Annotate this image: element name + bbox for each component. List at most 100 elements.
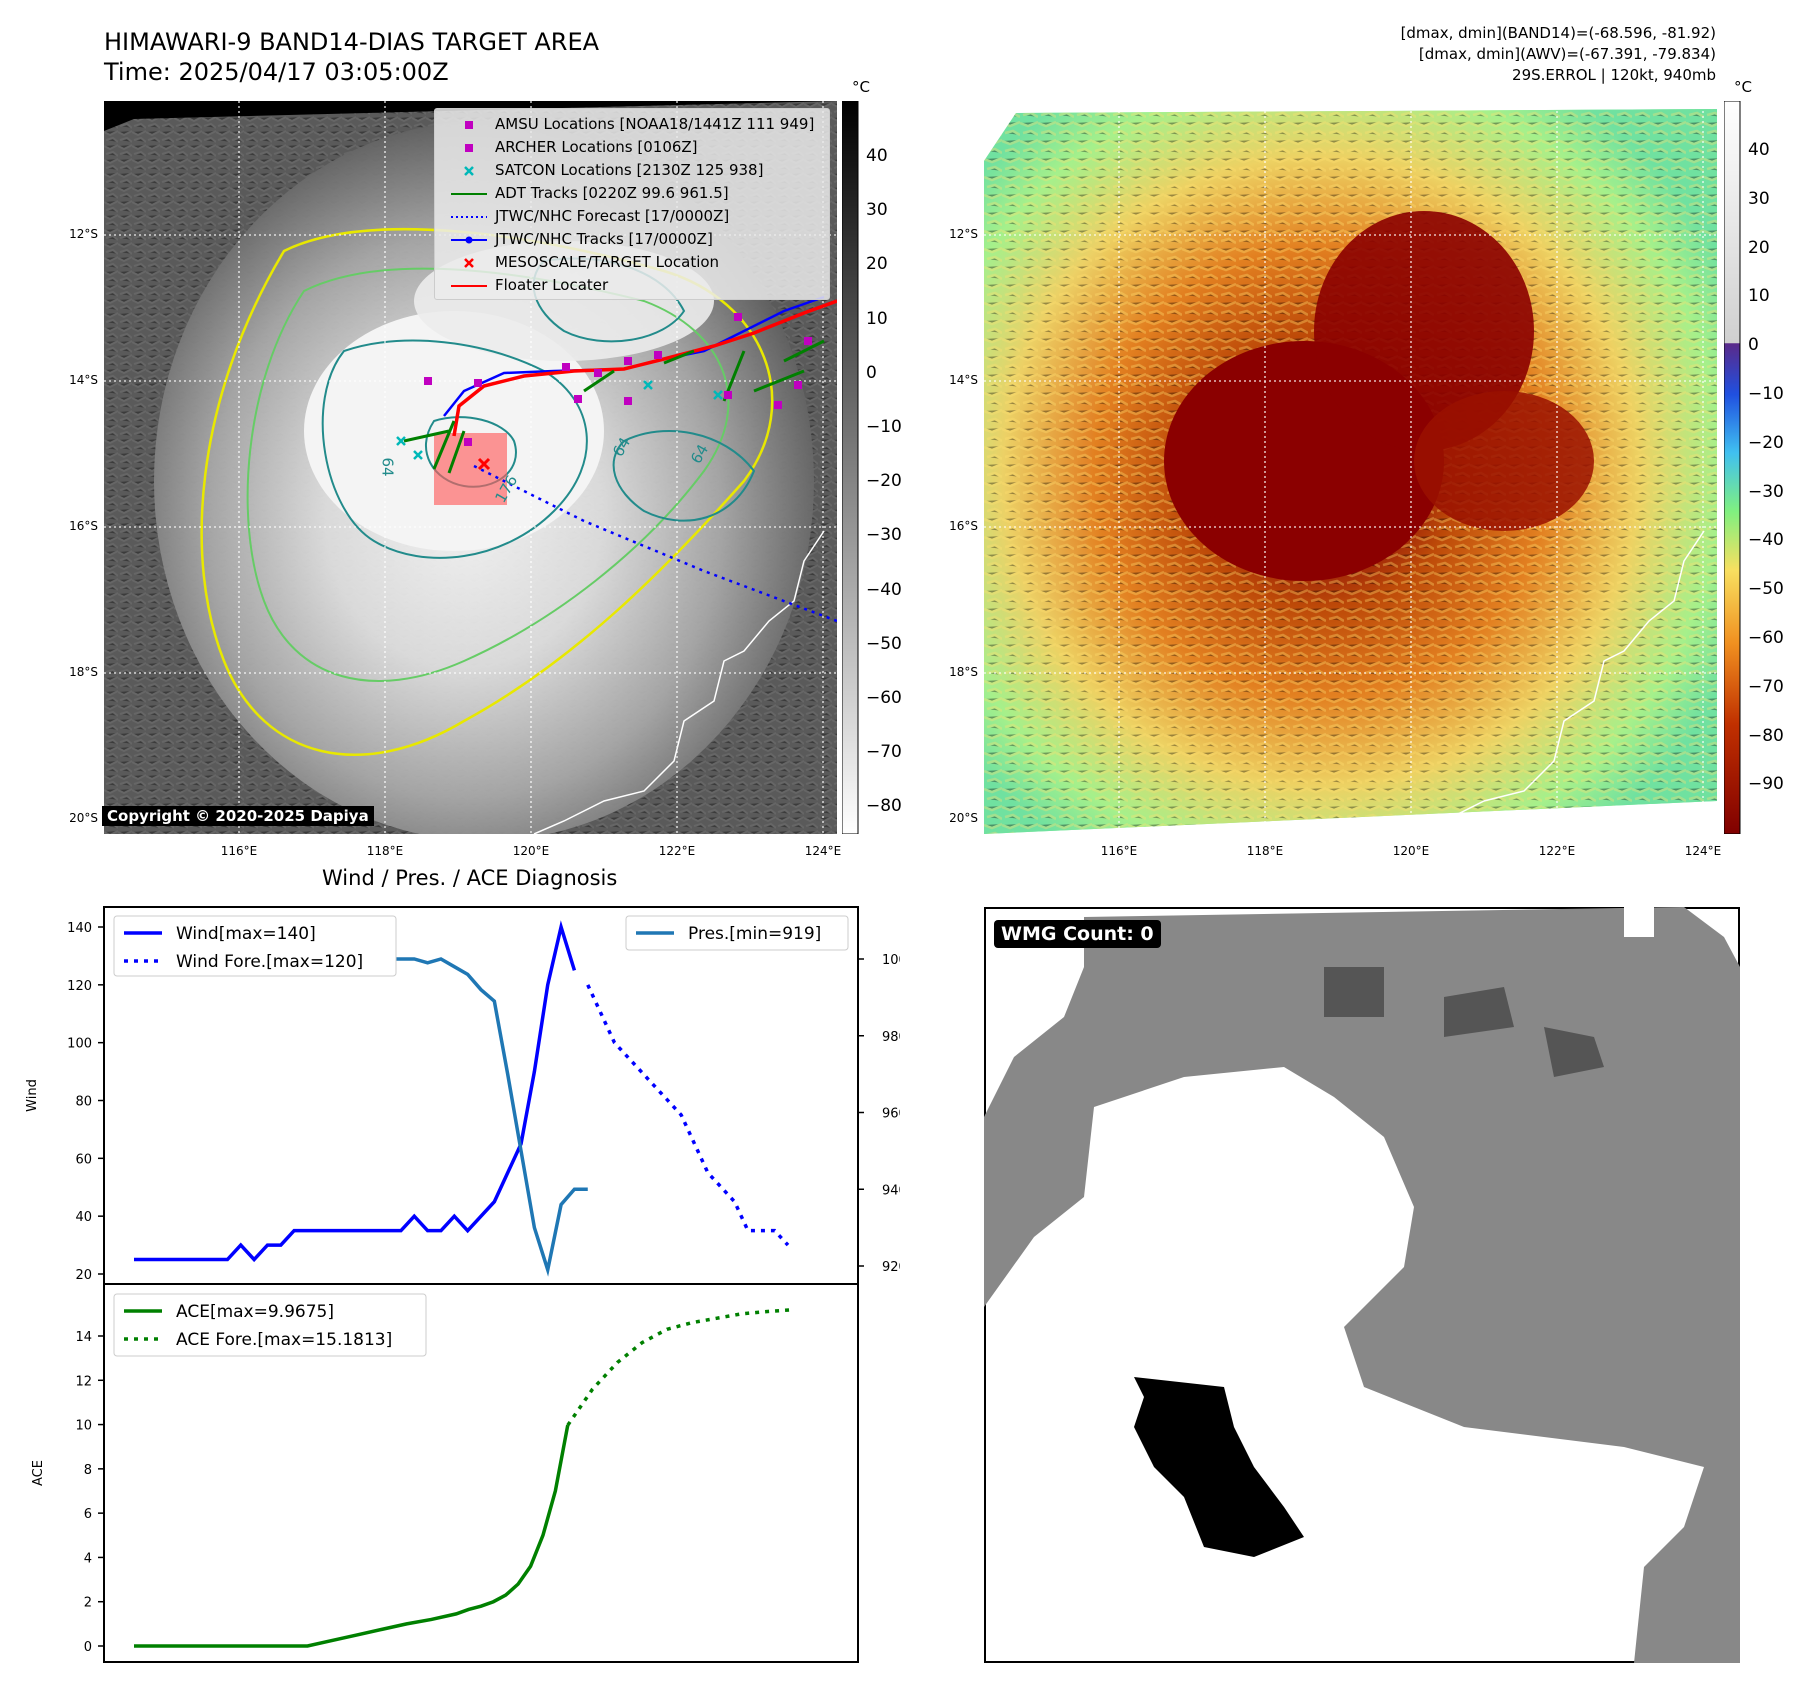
legend-marker — [465, 144, 473, 152]
colorbar-right-tick: −90 — [1748, 774, 1784, 795]
legend-label: ARCHER Locations [0106Z] — [495, 138, 698, 156]
legend-label: JTWC/NHC Tracks [17/0000Z] — [495, 230, 713, 248]
ace-fore-legend-label: ACE Fore.[max=15.1813] — [176, 1330, 392, 1350]
colorbar-right-tick: −50 — [1748, 579, 1784, 600]
lon-tick-label: 118°E — [1246, 844, 1284, 858]
pres-ytick-label: 940 — [882, 1183, 900, 1198]
colorbar-left-tick: −80 — [866, 796, 902, 817]
colorbar-left-tick: −30 — [866, 525, 902, 546]
lon-tick-label: 116°E — [220, 844, 258, 858]
colorbar-right-tick: 0 — [1748, 335, 1759, 356]
ace-ytick-label: 6 — [84, 1507, 92, 1522]
colorbar-right-tick: 20 — [1748, 237, 1770, 258]
wind-ytick-label: 100 — [67, 1037, 92, 1052]
colorbar-left-tick: 40 — [866, 146, 888, 166]
ace-ytick-label: 10 — [75, 1419, 92, 1434]
lon-tick-label: 116°E — [1100, 844, 1138, 858]
copyright-label: Copyright © 2020-2025 Dapiya — [102, 806, 374, 826]
lon-tick-label: 120°E — [1392, 844, 1430, 858]
pres-legend-label: Pres.[min=919] — [688, 924, 821, 944]
wind-pressure-chart: 20 40 60 80 100 120 140 920 940 960 980 1000 Wind Pre… — [25, 906, 900, 1285]
colorbar-left-tick: 20 — [866, 254, 888, 275]
lat-tick-label: 12°S — [949, 227, 978, 241]
wind-ytick-label: 40 — [75, 1210, 92, 1225]
lon-tick-label: 122°E — [658, 844, 696, 858]
lat-tick-label: 14°S — [69, 373, 98, 387]
wind-ytick-label: 140 — [67, 921, 92, 936]
ace-ytick-label: 4 — [84, 1551, 92, 1566]
lat-tick-label: 18°S — [69, 665, 98, 679]
colorbar-right-tick: −30 — [1748, 481, 1784, 502]
ace-legend: ACE[max=9.9675] ACE Fore.[max=15.1813] — [113, 1293, 427, 1357]
colorbar-left-tick: 10 — [866, 308, 888, 329]
figure-time: Time: 2025/04/17 03:05:00Z — [104, 58, 449, 86]
lon-tick-label: 124°E — [1684, 844, 1722, 858]
colorbar-left-tick: −70 — [866, 742, 902, 763]
colorbar-left-unit: °C — [852, 78, 870, 96]
map-legend: AMSU Locations [NOAA18/1441Z 111 949] ARC… — [434, 108, 830, 300]
legend-entry: SATCON Locations [2130Z 125 938] — [449, 160, 829, 182]
contour-label: 64 — [378, 457, 397, 477]
lat-tick-label: 18°S — [949, 665, 978, 679]
lon-tick-label: 124°E — [804, 844, 842, 858]
legend-entry: MESOSCALE/TARGET Location — [449, 252, 829, 274]
lat-tick-label: 14°S — [949, 373, 978, 387]
lon-tick-label: 122°E — [1538, 844, 1576, 858]
pres-ytick-label: 980 — [882, 1030, 900, 1045]
wind-ytick-label: 20 — [75, 1268, 92, 1283]
legend-marker — [451, 236, 487, 244]
ace-legend-label: ACE[max=9.9675] — [176, 1302, 334, 1322]
colorbar-right-tick: 10 — [1748, 286, 1770, 307]
ace-series-line-0 — [134, 1424, 570, 1648]
ace-chart: 0 2 4 6 8 10 12 14 ACE ACE[max=9.9675] ACE Fore.[m… — [31, 1283, 859, 1663]
ace-ytick-label: 2 — [84, 1596, 92, 1611]
colorbar-left-tick: 30 — [866, 200, 888, 221]
wmg-count-badge: WMG Count: 0 — [994, 920, 1161, 948]
ace-ytick-label: 12 — [75, 1374, 92, 1389]
ace-ytick-label: 14 — [75, 1330, 92, 1345]
colorbar-left-tick: −10 — [866, 417, 902, 437]
series-line-1 — [586, 984, 790, 1247]
figure-title: HIMAWARI-9 BAND14-DIAS TARGET AREA — [104, 28, 600, 56]
colorbar-left — [842, 101, 859, 834]
colorbar-right-tick: −10 — [1748, 384, 1784, 404]
legend-label: SATCON Locations [2130Z 125 938] — [495, 161, 764, 179]
colorbar-left-tick: −20 — [866, 471, 902, 492]
colorbar-left-tick: −60 — [866, 688, 902, 708]
colorbar-right-tick: −80 — [1748, 725, 1784, 746]
pres-ytick-label: 960 — [882, 1107, 900, 1122]
colorbar-left-tick: −40 — [866, 579, 902, 600]
colorbar-right-tick: 30 — [1748, 188, 1770, 209]
wind-ytick-label: 80 — [75, 1095, 92, 1110]
legend-entry: Floater Locater — [449, 275, 829, 297]
lon-tick-label: 120°E — [512, 844, 550, 858]
colorbar-right-tick: −40 — [1748, 530, 1784, 551]
ace-ylabel: ACE — [31, 1460, 46, 1486]
wind-ylabel: Wind — [25, 1079, 40, 1112]
lat-tick-label: 12°S — [69, 227, 98, 241]
legend-label: AMSU Locations [NOAA18/1441Z 111 949] — [495, 115, 815, 133]
stats-awv: [dmax, dmin](AWV)=(-67.391, -79.834) — [1418, 45, 1716, 63]
legend-marker — [451, 216, 487, 218]
colorbar-right-tick: −60 — [1748, 628, 1784, 648]
colorbar-right-tick: −70 — [1748, 676, 1784, 697]
lat-tick-label: 16°S — [949, 519, 978, 533]
legend-entry: ADT Tracks [0220Z 99.6 961.5] — [449, 183, 829, 205]
awv-map — [984, 101, 1717, 834]
pres-legend: Pres.[min=919] — [625, 915, 849, 951]
wind-fore-legend-label: Wind Fore.[max=120] — [176, 952, 363, 972]
legend-marker — [451, 193, 487, 195]
pres-ytick-label: 1000 — [882, 953, 900, 968]
colorbar-left-tick: −50 — [866, 633, 902, 654]
colorbar-right — [1724, 101, 1741, 834]
legend-label: ADT Tracks [0220Z 99.6 961.5] — [495, 184, 729, 202]
diagnosis-title: Wind / Pres. / ACE Diagnosis — [322, 866, 618, 890]
series-line-0 — [134, 920, 577, 1263]
wind-legend: Wind[max=140] Wind Fore.[max=120] — [113, 915, 397, 977]
lat-tick-label: 16°S — [69, 519, 98, 533]
ace-ytick-label: 0 — [84, 1640, 92, 1655]
lat-tick-label: 20°S — [949, 811, 978, 825]
legend-label: MESOSCALE/TARGET Location — [495, 253, 720, 271]
legend-marker — [465, 121, 473, 129]
pres-ytick-label: 920 — [882, 1260, 900, 1275]
